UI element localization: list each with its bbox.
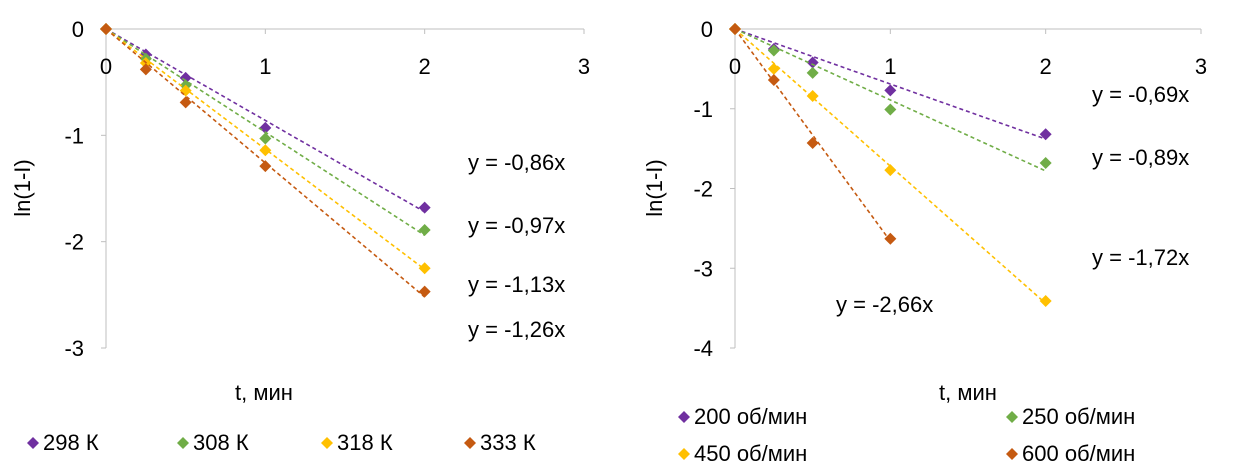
series-3 (729, 23, 1052, 307)
chart-1: 0 -1 -2 -3 0 1 2 3 t, мин ln(1-I) y = -0,86x 298 К y… (10, 17, 590, 455)
legend-label: 600 об/мин (1022, 441, 1135, 466)
x-tick-label: 0 (100, 54, 112, 79)
trendline-equation: y = -1,72x (1092, 245, 1189, 270)
legend-label: 318 К (337, 430, 393, 455)
data-point (418, 262, 431, 275)
y-tick-label: -3 (693, 256, 713, 281)
series-4 (729, 23, 897, 245)
data-point (806, 56, 819, 69)
data-point (1039, 128, 1052, 141)
y-tick-label: -1 (693, 97, 713, 122)
y-tick-label: -4 (693, 336, 713, 361)
legend-item: 308 К (177, 430, 249, 455)
x-tick-label: 1 (884, 54, 896, 79)
data-point (139, 63, 152, 76)
x-tick-label: 0 (729, 54, 741, 79)
data-point (259, 160, 272, 173)
data-point (1039, 156, 1052, 169)
data-point (767, 44, 780, 57)
legend-label: 250 об/мин (1022, 404, 1135, 429)
legend-marker (678, 448, 690, 460)
x-axis-title: t, мин (939, 380, 997, 405)
y-axis-title: ln(1-I) (10, 159, 35, 216)
legend-marker (464, 437, 476, 449)
legend-marker (321, 437, 333, 449)
legend-marker (1006, 448, 1018, 460)
trendline (734, 28, 1046, 172)
data-point (884, 232, 897, 245)
x-tick-label: 2 (1040, 54, 1052, 79)
y-tick-label: 0 (701, 17, 713, 42)
data-point (806, 137, 819, 150)
trendline-equation: y = -1,13x (468, 272, 565, 297)
legend-item: 318 К (321, 430, 393, 455)
legend-item: 333 К (464, 430, 536, 455)
series-4 (100, 23, 431, 298)
legend-item: 298 К (27, 430, 99, 455)
data-point (729, 23, 741, 35)
data-point (259, 144, 272, 157)
legend-label: 333 К (480, 430, 536, 455)
data-point (179, 71, 192, 84)
legend-label: 200 об/мин (694, 404, 807, 429)
x-tick-label: 1 (259, 54, 271, 79)
data-point (884, 164, 897, 177)
trendline-equation: y = -1,26x (468, 317, 565, 342)
y-axis-title: ln(1-I) (642, 159, 667, 216)
data-point (806, 66, 819, 79)
x-tick-label: 2 (419, 54, 431, 79)
trendline (105, 28, 426, 298)
data-point (806, 89, 819, 102)
trendline (734, 28, 1046, 140)
y-tick-label: -2 (64, 230, 84, 255)
data-point (418, 285, 431, 298)
trendline-equation: y = -0,89x (1092, 145, 1189, 170)
series-1 (100, 23, 431, 214)
y-tick-label: -1 (64, 123, 84, 148)
data-point (259, 121, 272, 134)
trendline-equation: y = -0,86x (468, 150, 565, 175)
legend-marker (678, 411, 690, 423)
x-tick-label: 3 (1195, 54, 1207, 79)
data-point (884, 103, 897, 116)
y-tick-label: -2 (693, 177, 713, 202)
data-point (767, 74, 780, 87)
data-point (767, 62, 780, 75)
legend-item: 200 об/мин (678, 404, 807, 429)
legend-marker (1006, 411, 1018, 423)
x-tick-label: 3 (578, 54, 590, 79)
data-point (1039, 294, 1052, 307)
data-point (179, 96, 192, 109)
legend-item: 600 об/мин (1006, 441, 1135, 466)
trendline (105, 28, 426, 213)
trendline (734, 28, 891, 242)
legend-label: 450 об/мин (694, 441, 807, 466)
data-point (884, 84, 897, 97)
chart-2: 0 -1 -2 -3 -4 0 1 2 3 t, мин ln(1-I) y = -0,69x 200 … (642, 17, 1207, 466)
data-point (100, 23, 112, 35)
data-point (418, 223, 431, 236)
legend-marker (177, 437, 189, 449)
legend-label: 298 К (43, 430, 99, 455)
trendline-equation: y = -0,69x (1092, 82, 1189, 107)
legend-item: 450 об/мин (678, 441, 807, 466)
data-point (259, 132, 272, 145)
series-2 (729, 23, 1052, 172)
y-tick-label: 0 (72, 17, 84, 42)
legend-marker (27, 437, 39, 449)
data-point (418, 201, 431, 214)
y-tick-label: -3 (64, 336, 84, 361)
trendline-equation: y = -0,97x (468, 213, 565, 238)
legend-label: 308 К (193, 430, 249, 455)
trendline-equation: y = -2,66x (836, 292, 933, 317)
legend-item: 250 об/мин (1006, 404, 1135, 429)
x-axis-title: t, мин (235, 380, 293, 405)
trendline (105, 28, 426, 236)
trendline (734, 28, 1047, 304)
